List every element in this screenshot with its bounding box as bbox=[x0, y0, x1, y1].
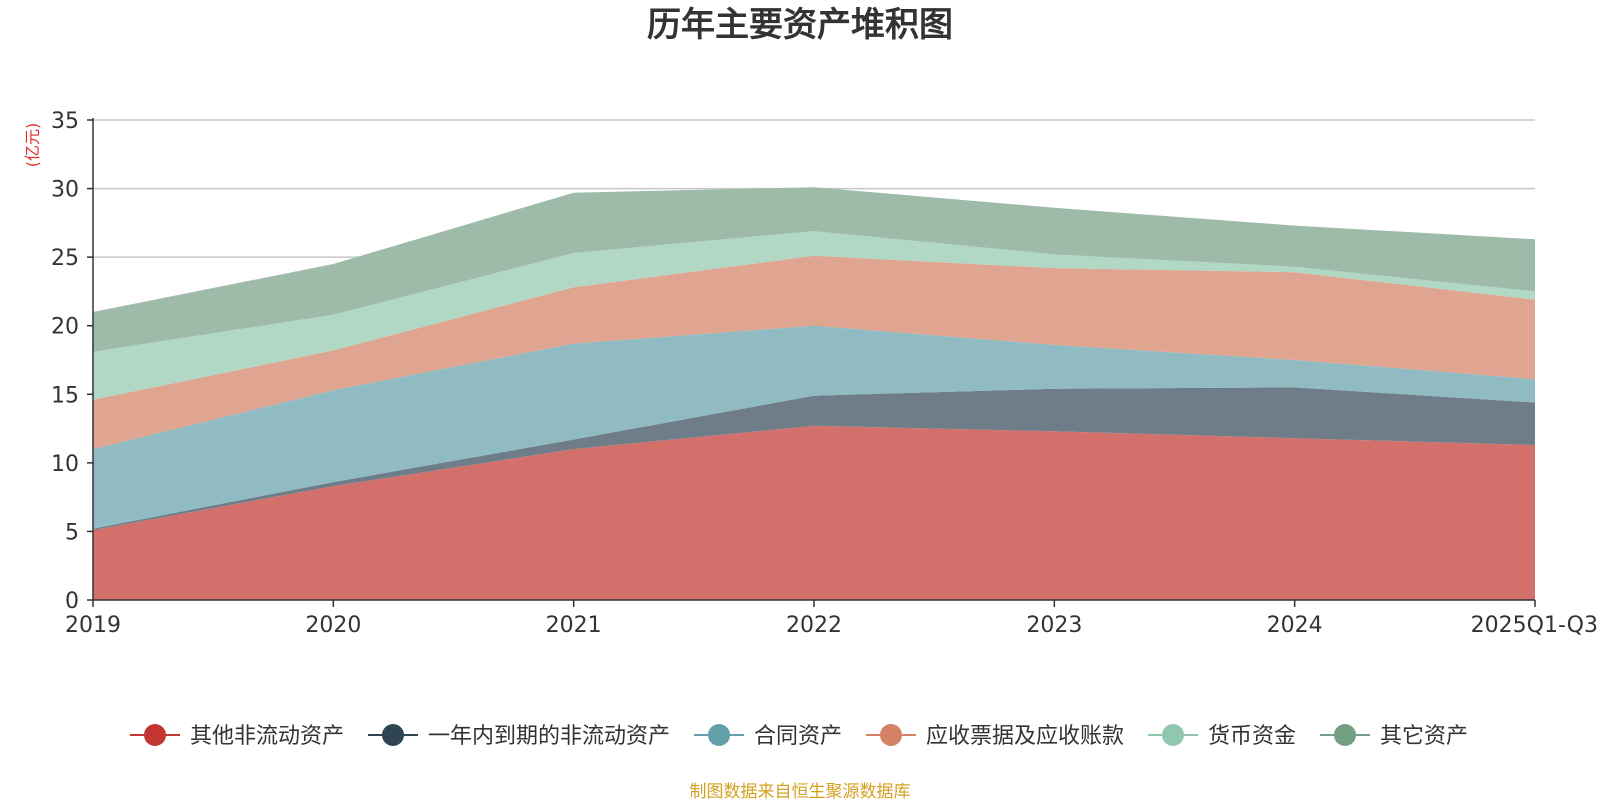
legend-label: 应收票据及应收账款 bbox=[926, 724, 1124, 749]
y-tick-label: 30 bbox=[51, 178, 79, 203]
legend-item-3[interactable]: 合同资产 bbox=[694, 724, 842, 749]
legend-item-4[interactable]: 应收票据及应收账款 bbox=[866, 724, 1124, 749]
y-tick-label: 0 bbox=[65, 589, 79, 614]
area-6 bbox=[93, 187, 1535, 352]
legend: 其他非流动资产 一年内到期的非流动资产 合同资产 应收票据及应收账款 货币资金 其它资产 bbox=[130, 724, 1468, 749]
legend-item-6[interactable]: 其它资产 bbox=[1320, 724, 1468, 749]
x-tick-label: 2025Q1-Q3 bbox=[1471, 613, 1598, 638]
x-tick-label: 2022 bbox=[786, 613, 842, 638]
y-tick-label: 35 bbox=[51, 109, 79, 134]
legend-label: 合同资产 bbox=[754, 724, 842, 749]
legend-item-2[interactable]: 一年内到期的非流动资产 bbox=[368, 724, 670, 749]
legend-marker bbox=[1334, 724, 1356, 746]
x-tick-label: 2021 bbox=[546, 613, 602, 638]
area-2 bbox=[93, 387, 1535, 531]
chart-title: 历年主要资产堆积图 bbox=[647, 5, 953, 45]
x-tick-label: 2020 bbox=[305, 613, 361, 638]
y-axis-unit-label: (亿元) bbox=[23, 123, 42, 168]
y-tick-label: 15 bbox=[51, 383, 79, 408]
area-1 bbox=[93, 425, 1535, 600]
legend-item-1[interactable]: 其他非流动资产 bbox=[130, 724, 344, 749]
legend-label: 货币资金 bbox=[1208, 724, 1296, 749]
area-4 bbox=[93, 255, 1535, 450]
legend-marker bbox=[708, 724, 730, 746]
y-tick-label: 20 bbox=[51, 315, 79, 340]
legend-item-5[interactable]: 货币资金 bbox=[1148, 724, 1296, 749]
y-tick-label: 10 bbox=[51, 452, 79, 477]
data-source-note: 制图数据来自恒生聚源数据库 bbox=[690, 782, 911, 800]
x-tick-label: 2024 bbox=[1267, 613, 1323, 638]
area-series bbox=[93, 187, 1535, 600]
x-tick-label: 2023 bbox=[1026, 613, 1082, 638]
y-tick-label: 25 bbox=[51, 246, 79, 271]
legend-marker bbox=[1162, 724, 1184, 746]
legend-label: 其他非流动资产 bbox=[190, 724, 344, 749]
legend-marker bbox=[144, 724, 166, 746]
x-tick-label: 2019 bbox=[65, 613, 121, 638]
area-5 bbox=[93, 231, 1535, 400]
area-3 bbox=[93, 325, 1535, 529]
y-tick-label: 5 bbox=[65, 520, 79, 545]
legend-marker bbox=[382, 724, 404, 746]
legend-label: 一年内到期的非流动资产 bbox=[428, 724, 670, 749]
legend-marker bbox=[880, 724, 902, 746]
axes: 0 5 10 15 20 25 30 35 2019 2020 2021 2022 2023 2024 20… bbox=[51, 109, 1598, 638]
legend-label: 其它资产 bbox=[1380, 724, 1468, 749]
